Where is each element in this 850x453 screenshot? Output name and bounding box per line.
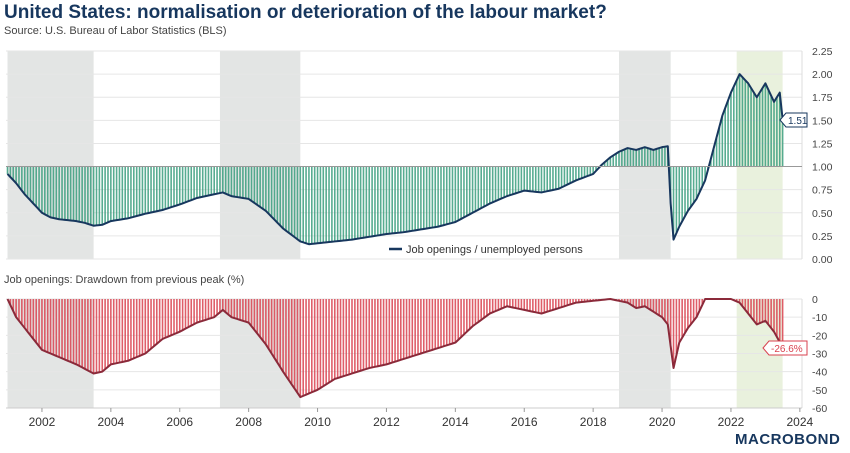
- legend: Job openings / unemployed persons: [389, 244, 583, 256]
- x-tick-label: 2006: [166, 415, 193, 429]
- y-tick-label: 0.00: [812, 254, 833, 266]
- y-tick-label: -30: [812, 349, 827, 361]
- x-tick-label: 2002: [29, 415, 56, 429]
- series-lines: [6, 73, 784, 399]
- macrobond-logo: MACROBOND: [735, 431, 841, 448]
- ratio-bars: [6, 74, 784, 245]
- chart-title: United States: normalisation or deterior…: [4, 2, 607, 23]
- legend-label: Job openings / unemployed persons: [406, 244, 583, 256]
- y-tick-label: 0: [812, 294, 818, 306]
- last-value-box-drawdown: [762, 340, 808, 356]
- x-tick-label: 2014: [442, 415, 469, 429]
- x-tick-label: 2004: [97, 415, 124, 429]
- last-value-box-ratio: [779, 112, 808, 128]
- ratio-line: [6, 73, 784, 246]
- x-tick-label: 2022: [718, 415, 745, 429]
- y-tick-label: -60: [812, 403, 827, 415]
- y-tick-label: 0.50: [812, 208, 833, 220]
- y-tick-label: 0.25: [812, 231, 833, 243]
- chart-source: Source: U.S. Bureau of Labor Statistics …: [4, 25, 227, 37]
- last-value-drawdown: -26.6%: [762, 340, 808, 356]
- y-tick-label: -50: [812, 385, 827, 397]
- x-tick-label: 2024: [786, 415, 813, 429]
- y-tick-label: 0.75: [812, 185, 833, 197]
- y-tick-label: -40: [812, 367, 827, 379]
- recession-period: [219, 51, 301, 259]
- last-value-drawdown-label: -26.6%: [771, 344, 803, 355]
- x-tick-label: 2016: [511, 415, 538, 429]
- last-value-ratio: 1.51: [779, 112, 808, 128]
- y-tick-label: -10: [812, 312, 827, 324]
- y-tick-label: 1.50: [812, 115, 833, 127]
- y-tick-label: 1.75: [812, 92, 833, 104]
- y-tick-label: 2.25: [812, 46, 833, 58]
- x-tick-label: 2010: [304, 415, 331, 429]
- drawdown-panel-title: Job openings: Drawdown from previous pea…: [4, 274, 245, 286]
- drawdown-bars: [9, 299, 784, 398]
- y-tick-label: 1.00: [812, 162, 833, 174]
- x-tick-label: 2012: [373, 415, 400, 429]
- y-tick-label: 1.25: [812, 138, 833, 150]
- y-tick-label: -20: [812, 330, 827, 342]
- x-tick-label: 2008: [235, 415, 262, 429]
- drawdown-line: [6, 298, 784, 399]
- y-tick-label: 2.00: [812, 69, 833, 81]
- recession-period: [7, 51, 94, 259]
- last-value-ratio-label: 1.51: [788, 116, 808, 127]
- x-tick-label: 2020: [649, 415, 676, 429]
- x-tick-label: 2018: [580, 415, 607, 429]
- axes: 0.00 0.25 0.50 0.75 1.00 1.25 1.50 1.75 2.00 2.25…: [6, 46, 833, 429]
